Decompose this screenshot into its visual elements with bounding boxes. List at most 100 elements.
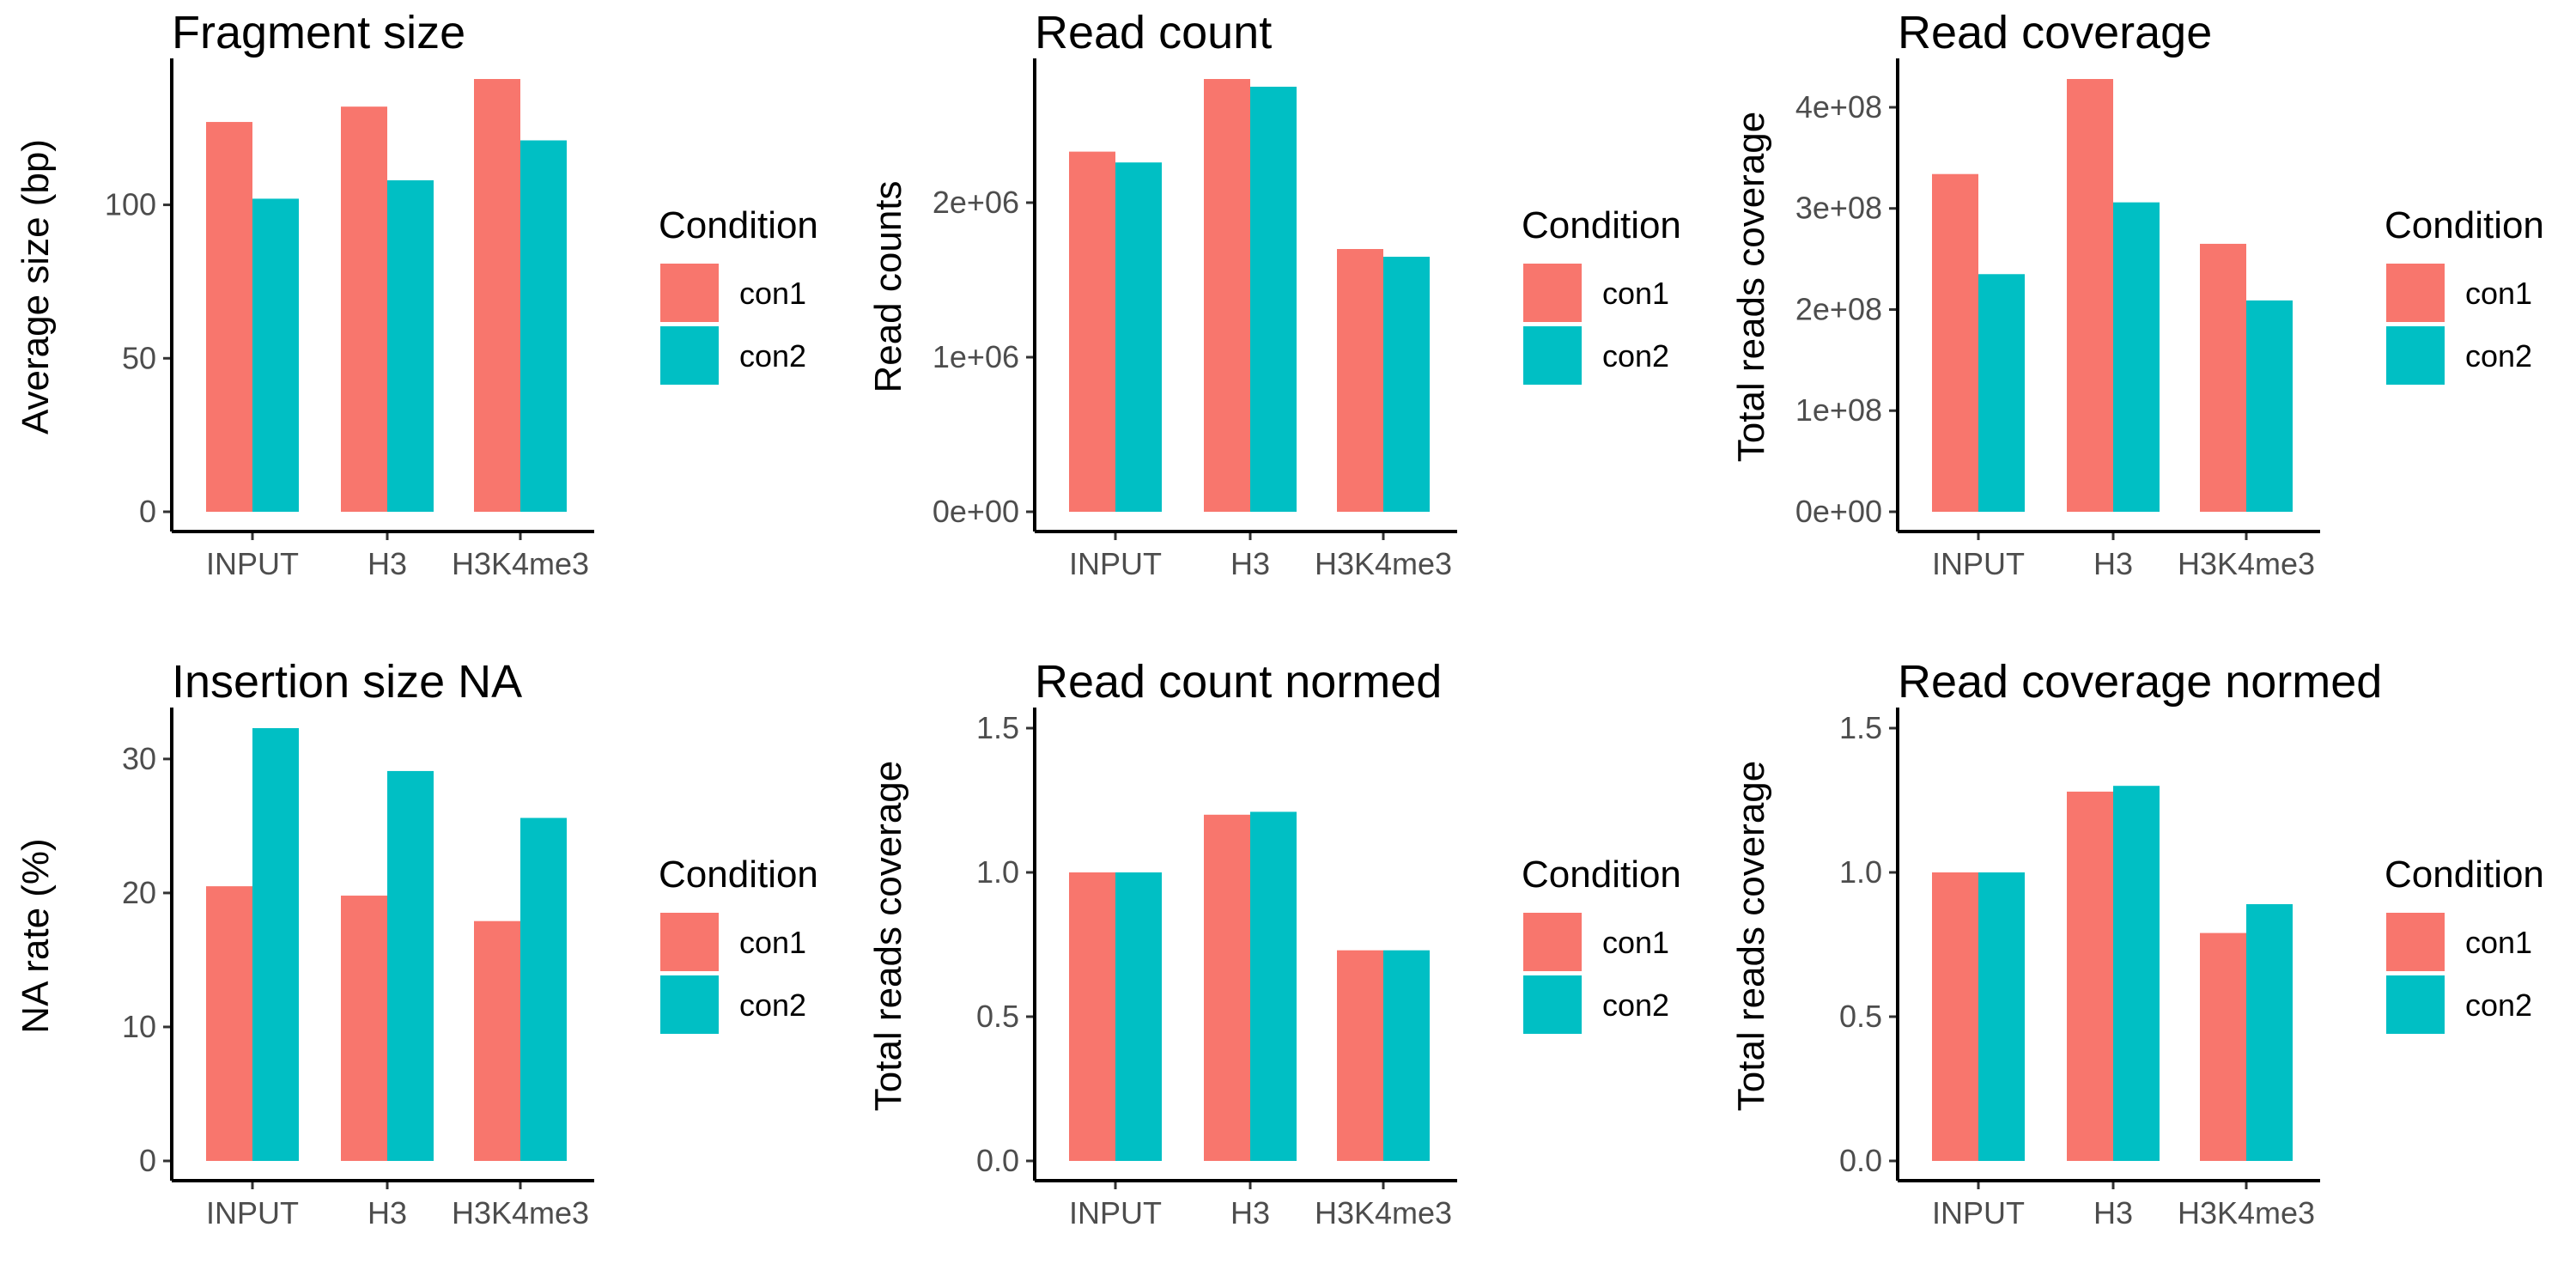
bar-con2-h3 (1250, 811, 1297, 1161)
panel-title: Insertion size NA (172, 656, 522, 708)
x-tick-label: H3K4me3 (1315, 546, 1452, 581)
bar-con2-input (1115, 872, 1162, 1161)
bar-con1-input (1069, 872, 1115, 1161)
bar-con1-h3 (341, 896, 387, 1161)
bar-con2-h3k4me3 (520, 140, 567, 512)
legend-title: Condition (1522, 854, 1681, 896)
x-tick-label: H3 (368, 1195, 407, 1230)
bar-con2-h3k4me3 (520, 817, 567, 1161)
bar-con1-input (206, 122, 252, 513)
y-tick-label: 1e+06 (933, 339, 1019, 374)
panel-2: Read count INPUT H3 H3K4me3 0e+00 1e+06 2e+06 R… (867, 7, 1681, 581)
legend: Condition con1 con2 (1522, 204, 1681, 385)
legend-key-con1 (1523, 913, 1582, 971)
legend-label-con2: con2 (2465, 338, 2532, 374)
bar-con1-h3k4me3 (474, 920, 520, 1161)
bar-con1-h3 (2067, 79, 2113, 512)
y-tick-label: 0.0 (1839, 1143, 1882, 1178)
y-tick-label: 0 (139, 1143, 156, 1178)
bar-con2-input (1978, 872, 2025, 1161)
bar-con2-h3k4me3 (1383, 257, 1430, 512)
bar-con2-input (1978, 274, 2025, 512)
y-tick-label: 0e+00 (933, 494, 1019, 529)
panel-5: Read count normed INPUT H3 H3K4me3 0.0 0.5 1.0… (867, 656, 1681, 1230)
x-tick-label: H3K4me3 (452, 546, 589, 581)
legend-label-con1: con1 (739, 276, 806, 311)
legend-title: Condition (2385, 854, 2544, 896)
panel-4: Insertion size NA INPUT H3 H3K4me3 0 10 20 30 NA… (15, 656, 818, 1230)
legend-key-con2 (660, 975, 719, 1034)
bar-con2-h3 (2113, 202, 2160, 512)
panel-title: Read coverage normed (1898, 656, 2382, 708)
bar-con2-input (252, 198, 299, 513)
legend-label-con1: con1 (2465, 925, 2532, 960)
legend-key-con1 (660, 264, 719, 322)
bar-con2-h3k4me3 (2246, 300, 2293, 512)
panel-title: Read coverage (1898, 7, 2212, 58)
bar-con1-input (1932, 173, 1978, 512)
bar-con2-h3k4me3 (2246, 903, 2293, 1161)
y-axis-title: Read counts (867, 180, 909, 392)
y-axis-title: Total reads coverage (1730, 761, 1772, 1111)
legend-key-con2 (1523, 326, 1582, 385)
y-tick-label: 1.5 (1839, 710, 1882, 745)
legend-label-con1: con1 (1602, 276, 1669, 311)
bar-con2-input (1115, 162, 1162, 512)
legend-label-con1: con1 (2465, 276, 2532, 311)
bar-con1-h3k4me3 (1337, 249, 1383, 512)
bar-con1-h3k4me3 (2200, 243, 2246, 512)
legend-title: Condition (2385, 204, 2544, 246)
y-tick-label: 3e+08 (1795, 191, 1882, 226)
y-tick-label: 0 (139, 494, 156, 529)
y-tick-label: 0.5 (1839, 999, 1882, 1034)
bar-con2-h3 (387, 770, 434, 1161)
bar-con2-h3 (2113, 786, 2160, 1161)
y-tick-label: 0e+00 (1795, 494, 1882, 529)
bar-con1-h3k4me3 (2200, 933, 2246, 1161)
x-tick-label: INPUT (1932, 546, 2025, 581)
legend: Condition con1 con2 (659, 854, 818, 1034)
legend-label-con2: con2 (739, 987, 806, 1023)
panel-1: Fragment size INPUT H3 H3K4me3 0 50 100 Average… (15, 7, 818, 581)
y-tick-label: 10 (122, 1009, 156, 1044)
legend-key-con1 (1523, 264, 1582, 322)
legend: Condition con1 con2 (659, 204, 818, 385)
legend-title: Condition (659, 854, 818, 896)
y-tick-label: 1.5 (976, 710, 1019, 745)
y-tick-label: 100 (105, 187, 156, 222)
bar-con1-h3 (1204, 814, 1250, 1161)
bar-con1-h3 (341, 106, 387, 512)
y-tick-label: 1.0 (976, 854, 1019, 890)
x-tick-label: INPUT (206, 546, 299, 581)
bar-con1-input (206, 886, 252, 1161)
y-tick-label: 1e+08 (1795, 392, 1882, 428)
panel-6: Read coverage normed INPUT H3 H3K4me3 0.0 0.5… (1730, 656, 2544, 1230)
bar-con1-h3k4me3 (474, 79, 520, 512)
legend-label-con1: con1 (739, 925, 806, 960)
panel-3: Read coverage INPUT H3 H3K4me3 0e+00 1e+08 2e+… (1730, 7, 2544, 581)
y-axis-title: Total reads coverage (1730, 112, 1772, 462)
x-tick-label: H3K4me3 (1315, 1195, 1452, 1230)
bar-con1-h3 (1204, 79, 1250, 512)
y-tick-label: 4e+08 (1795, 89, 1882, 125)
y-tick-label: 20 (122, 875, 156, 910)
legend: Condition con1 con2 (2385, 204, 2544, 385)
x-tick-label: INPUT (206, 1195, 299, 1230)
y-tick-label: 50 (122, 340, 156, 375)
x-tick-label: H3 (2093, 1195, 2133, 1230)
x-tick-label: H3 (2093, 546, 2133, 581)
legend-key-con2 (1523, 975, 1582, 1034)
bar-con2-h3 (387, 179, 434, 512)
y-tick-label: 30 (122, 741, 156, 776)
x-tick-label: H3K4me3 (2178, 1195, 2315, 1230)
y-tick-label: 2e+06 (933, 185, 1019, 220)
legend-key-con1 (2386, 913, 2445, 971)
panel-title: Read count (1035, 7, 1272, 58)
x-tick-label: H3K4me3 (452, 1195, 589, 1230)
legend-title: Condition (1522, 204, 1681, 246)
bar-con1-h3k4me3 (1337, 950, 1383, 1161)
bar-con1-input (1069, 151, 1115, 512)
legend-key-con1 (2386, 264, 2445, 322)
bar-con2-h3k4me3 (1383, 950, 1430, 1161)
